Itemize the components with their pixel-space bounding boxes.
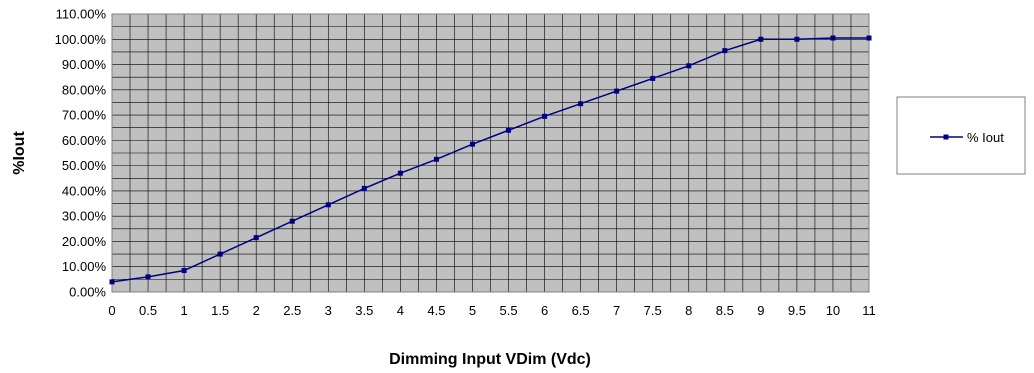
data-point-marker	[469, 141, 475, 147]
plot-border	[111, 13, 870, 293]
y-tick-label: 100.00%	[55, 32, 107, 47]
data-point-marker	[578, 101, 584, 107]
y-axis-title: %Iout	[11, 131, 28, 175]
y-tick-label: 0.00%	[69, 285, 106, 300]
x-tick-label: 6.5	[572, 303, 590, 318]
y-tick-label: 70.00%	[62, 108, 107, 123]
x-tick-label: 9	[757, 303, 764, 318]
x-tick-label: 3	[325, 303, 332, 318]
x-tick-label: 1.5	[211, 303, 229, 318]
y-tick-label: 30.00%	[62, 209, 107, 224]
x-tick-label: 0.5	[139, 303, 157, 318]
legend: % Iout	[896, 96, 1026, 175]
data-point-marker	[758, 36, 764, 42]
y-tick-label: 110.00%	[56, 7, 107, 22]
x-tick-label: 0	[108, 303, 115, 318]
data-point-marker	[830, 35, 836, 41]
y-axis-ticks: 0.00% 10.00% 20.00% 30.00% 40.00% 50.00% 60.00…	[55, 7, 107, 300]
data-point-marker	[722, 48, 728, 54]
x-tick-label: 6	[541, 303, 548, 318]
data-point-marker	[217, 251, 223, 257]
data-point-marker	[253, 235, 259, 241]
legend-label: % Iout	[967, 130, 1004, 145]
x-tick-label: 9.5	[788, 303, 806, 318]
x-tick-label: 4	[397, 303, 404, 318]
x-tick-label: 5.5	[499, 303, 517, 318]
x-tick-label: 1	[180, 303, 187, 318]
data-point-marker	[650, 75, 656, 81]
data-point-marker	[433, 156, 439, 162]
x-tick-label: 2	[253, 303, 260, 318]
data-point-marker	[794, 36, 800, 42]
legend-box	[896, 96, 1026, 175]
data-point-marker	[686, 63, 692, 69]
data-point-marker	[397, 170, 403, 176]
x-tick-label: 11	[862, 303, 876, 318]
y-tick-label: 90.00%	[62, 57, 107, 72]
horizontal-gridlines	[112, 26, 869, 280]
series-line	[111, 37, 869, 283]
x-tick-label: 10	[826, 303, 840, 318]
x-tick-label: 5	[469, 303, 476, 318]
data-point-marker	[506, 127, 512, 133]
x-tick-label: 4.5	[427, 303, 445, 318]
data-point-marker	[542, 113, 548, 119]
x-tick-label: 8	[685, 303, 692, 318]
x-tick-label: 2.5	[283, 303, 301, 318]
x-axis-ticks: 0 0.5 1 1.5 2 2.5 3 3.5 4 4.5 5 5.5 6 6.5 7 7.5 8 8.5 9 9.5…	[108, 303, 875, 318]
data-point-marker	[866, 35, 872, 41]
x-tick-label: 7	[613, 303, 620, 318]
data-point-marker	[289, 218, 295, 224]
y-tick-label: 60.00%	[62, 133, 107, 148]
y-tick-label: 40.00%	[62, 183, 107, 198]
y-tick-label: 20.00%	[62, 234, 107, 249]
series-markers	[109, 35, 872, 285]
data-point-marker	[145, 274, 151, 280]
data-point-marker	[361, 185, 367, 191]
x-tick-label: 8.5	[716, 303, 734, 318]
x-tick-label: 7.5	[644, 303, 662, 318]
x-tick-label: 3.5	[355, 303, 373, 318]
data-point-marker	[614, 88, 620, 94]
data-point-marker	[109, 279, 115, 285]
data-point-marker	[181, 268, 187, 274]
y-tick-label: 50.00%	[62, 158, 107, 173]
data-point-marker	[325, 202, 331, 208]
legend-marker-sample	[943, 134, 949, 140]
y-tick-label: 10.00%	[62, 259, 107, 274]
x-axis-title: Dimming Input VDim (Vdc)	[389, 351, 591, 368]
y-tick-label: 80.00%	[62, 82, 107, 97]
